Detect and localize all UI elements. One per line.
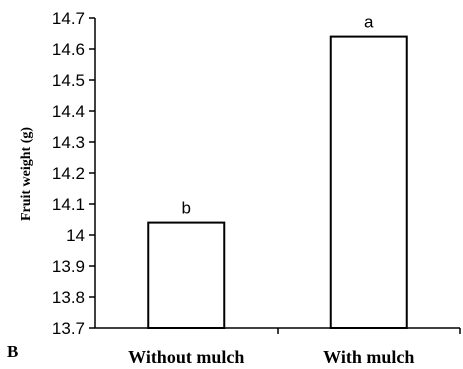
y-tick-label: 14.5 bbox=[52, 71, 85, 90]
y-tick-label: 13.9 bbox=[52, 257, 85, 276]
x-category-label: With mulch bbox=[323, 347, 414, 367]
y-tick-label: 14.1 bbox=[52, 195, 85, 214]
bar bbox=[147, 221, 226, 330]
y-tick-label: 13.8 bbox=[52, 288, 85, 307]
panel-label: B bbox=[7, 342, 18, 361]
y-tick-label: 14.3 bbox=[52, 133, 85, 152]
y-tick-label: 14.6 bbox=[52, 40, 85, 59]
data-label: a bbox=[364, 13, 374, 32]
x-category-label: Without mulch bbox=[128, 347, 244, 367]
y-tick-label: 14.2 bbox=[52, 164, 85, 183]
data-label: b bbox=[182, 199, 191, 218]
y-axis-label: Fruit weight (g) bbox=[19, 127, 34, 221]
y-tick-label: 14.7 bbox=[52, 9, 85, 28]
bar bbox=[329, 35, 408, 329]
y-tick-label: 14 bbox=[66, 226, 85, 245]
y-tick-label: 13.7 bbox=[52, 319, 85, 338]
y-tick-label: 14.4 bbox=[52, 102, 85, 121]
